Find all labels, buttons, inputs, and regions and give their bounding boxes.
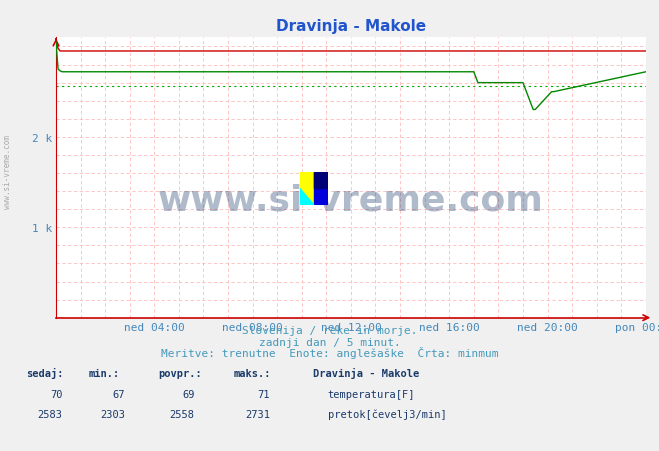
Text: Slovenija / reke in morje.: Slovenija / reke in morje.	[242, 326, 417, 336]
Text: 2303: 2303	[100, 409, 125, 419]
Polygon shape	[300, 189, 314, 205]
Text: www.si-vreme.com: www.si-vreme.com	[3, 134, 13, 208]
Text: 71: 71	[258, 389, 270, 399]
Text: 67: 67	[113, 389, 125, 399]
Text: 2583: 2583	[38, 409, 63, 419]
Text: 2558: 2558	[169, 409, 194, 419]
Text: Meritve: trenutne  Enote: anglešaške  Črta: minmum: Meritve: trenutne Enote: anglešaške Črta…	[161, 346, 498, 358]
Text: temperatura[F]: temperatura[F]	[328, 389, 415, 399]
Text: 69: 69	[182, 389, 194, 399]
Text: 2731: 2731	[245, 409, 270, 419]
Text: sedaj:: sedaj:	[26, 368, 64, 378]
Text: 70: 70	[50, 389, 63, 399]
Text: www.si-vreme.com: www.si-vreme.com	[158, 184, 544, 217]
Text: zadnji dan / 5 minut.: zadnji dan / 5 minut.	[258, 337, 401, 347]
Text: povpr.:: povpr.:	[158, 368, 202, 378]
Title: Dravinja - Makole: Dravinja - Makole	[276, 19, 426, 34]
Text: min.:: min.:	[89, 368, 120, 378]
Text: Dravinja - Makole: Dravinja - Makole	[313, 368, 419, 378]
Bar	[300, 173, 314, 205]
Bar	[314, 173, 328, 205]
Text: maks.:: maks.:	[234, 368, 272, 378]
Polygon shape	[314, 173, 328, 189]
Text: pretok[čevelj3/min]: pretok[čevelj3/min]	[328, 409, 446, 419]
